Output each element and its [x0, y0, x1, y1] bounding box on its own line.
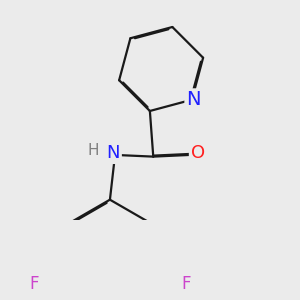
Text: H: H [87, 143, 99, 158]
Text: F: F [29, 275, 38, 293]
Text: N: N [106, 144, 120, 162]
Text: O: O [190, 144, 205, 162]
Text: N: N [186, 90, 201, 109]
Text: F: F [181, 275, 191, 293]
